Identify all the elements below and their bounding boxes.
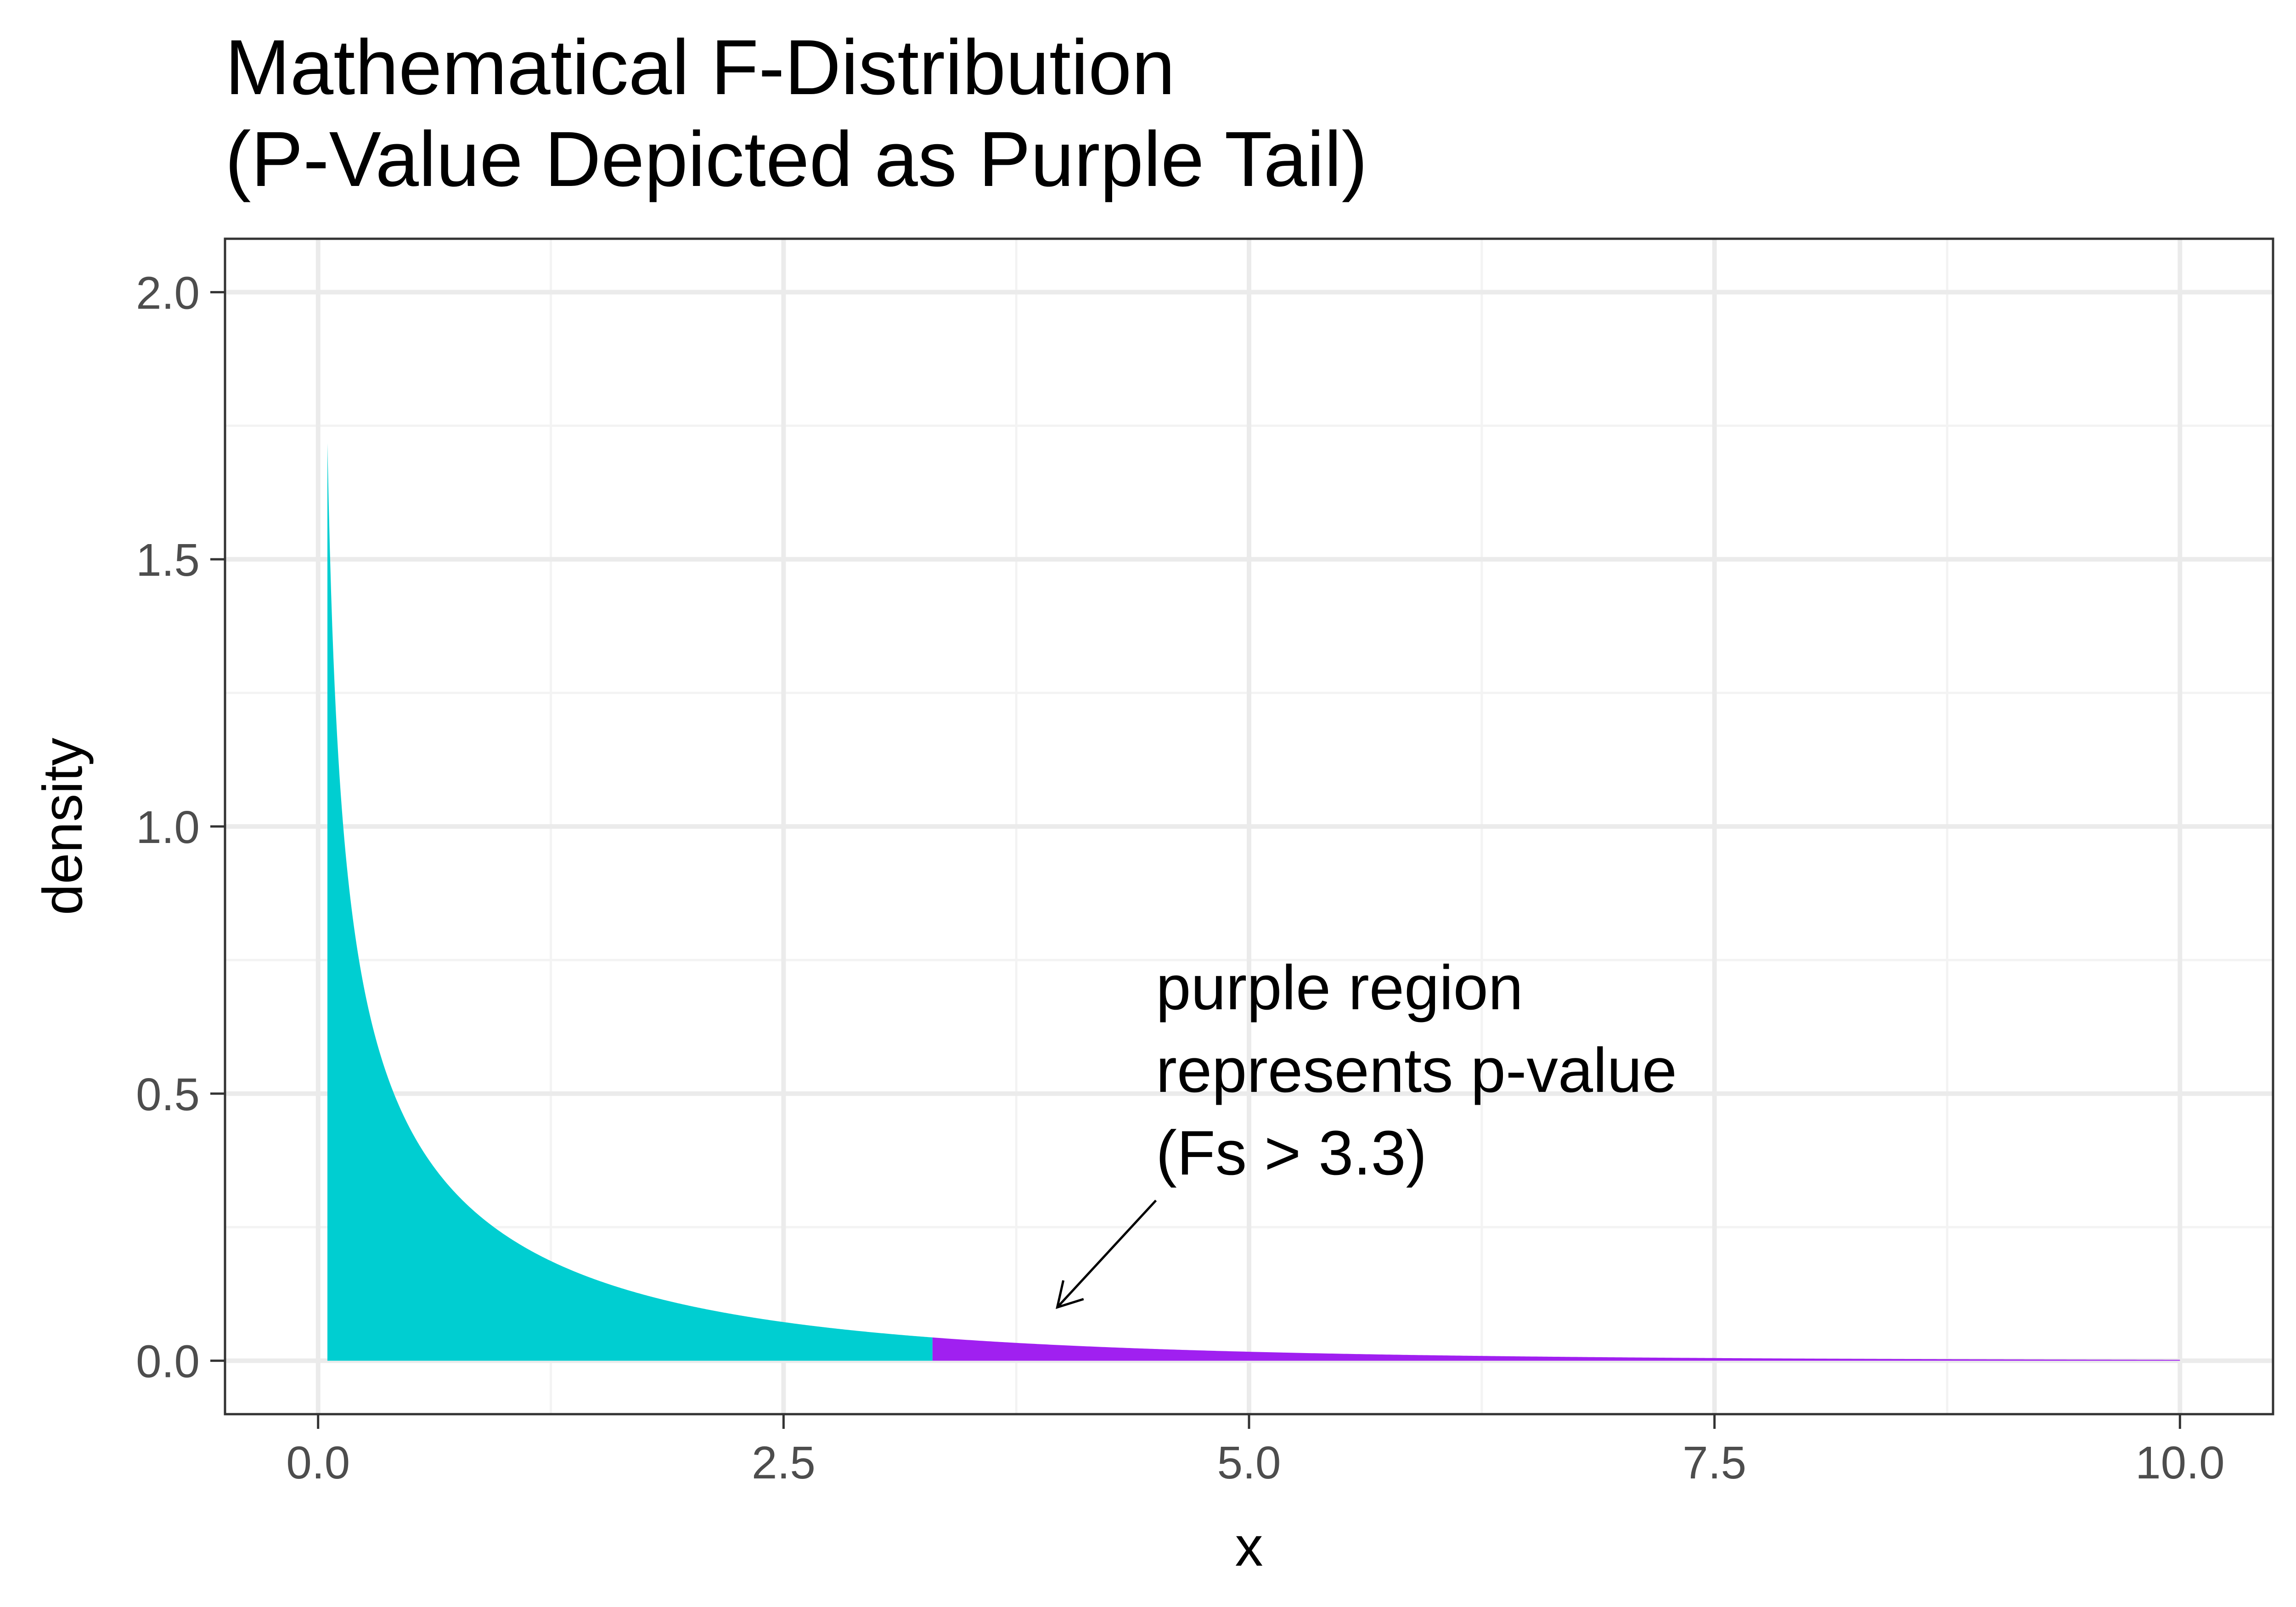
chart-title-line-1: Mathematical F-Distribution — [225, 24, 1175, 111]
x-axis-title: x — [1235, 1515, 1263, 1578]
x-tick-label: 7.5 — [1683, 1437, 1746, 1489]
x-axis: 0.0 2.5 5.0 7.5 10.0 — [286, 1414, 2225, 1489]
y-tick-label: 1.0 — [136, 802, 200, 853]
annotation-arrow-head — [1056, 1280, 1084, 1309]
annotation-line-1: purple region — [1156, 953, 1523, 1023]
p-value-tail-area — [932, 1337, 2180, 1361]
chart-title-line-2: (P-Value Depicted as Purple Tail) — [225, 116, 1367, 203]
x-tick-label: 5.0 — [1217, 1437, 1281, 1489]
annotation-line-2: represents p-value — [1156, 1035, 1677, 1106]
x-tick-label: 0.0 — [286, 1437, 350, 1489]
annotation-arrow-shaft — [1056, 1199, 1157, 1308]
y-tick-label: 0.0 — [136, 1336, 200, 1388]
annotation-line-3: (Fs > 3.3) — [1156, 1118, 1427, 1188]
y-axis: 0.0 0.5 1.0 1.5 2.0 — [136, 267, 225, 1388]
y-tick-label: 1.5 — [136, 534, 200, 586]
y-axis-title: density — [31, 738, 94, 916]
y-tick-label: 0.5 — [136, 1069, 200, 1120]
annotation: purple region represents p-value (Fs > 3… — [1056, 953, 1677, 1309]
x-tick-label: 2.5 — [752, 1437, 816, 1489]
x-tick-label: 10.0 — [2135, 1437, 2225, 1489]
y-tick-label: 2.0 — [136, 267, 200, 319]
density-area-below-threshold — [327, 443, 933, 1361]
